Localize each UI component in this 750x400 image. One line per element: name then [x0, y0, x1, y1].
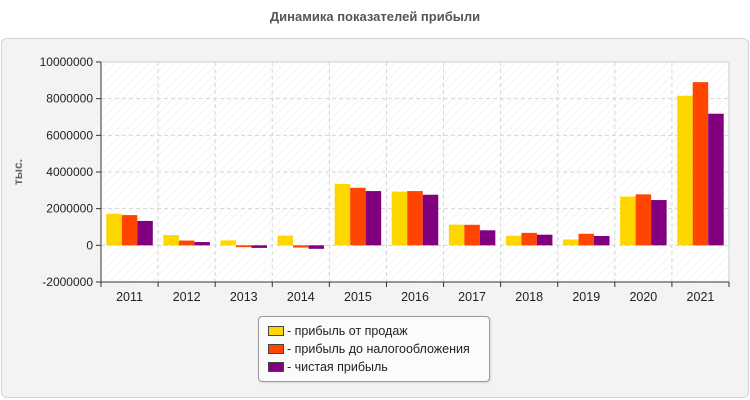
legend-item: - чистая прибыль — [259, 358, 489, 376]
bar-2012-series-3 — [194, 242, 210, 246]
legend-swatch — [268, 362, 284, 372]
legend-swatch — [268, 344, 284, 354]
x-tick-label: 2012 — [173, 290, 201, 304]
y-tick-label: 8000000 — [46, 92, 93, 106]
bar-2011-series-1 — [106, 213, 122, 246]
bar-2016-series-3 — [422, 194, 439, 246]
bar-2019-series-1 — [563, 239, 579, 246]
chart-title: Динамика показателей прибыли — [269, 9, 481, 24]
y-tick-label: 4000000 — [46, 165, 93, 179]
bar-2017-series-3 — [479, 230, 496, 246]
bar-2019-series-3 — [594, 235, 610, 246]
bar-2016-series-1 — [391, 191, 408, 246]
bar-2019-series-2 — [578, 233, 595, 246]
x-tick-label: 2020 — [629, 290, 657, 304]
bar-2015-series-2 — [350, 187, 366, 246]
legend-label: - прибыль до налогообложения — [287, 342, 470, 356]
x-tick-label: 2014 — [287, 290, 315, 304]
bar-2020-series-1 — [620, 196, 636, 246]
axes: -2000000 0 2000000 4000000 6000000 8000000 100… — [40, 55, 730, 304]
bar-2021-series-1 — [677, 95, 693, 246]
x-tick-label: 2018 — [515, 290, 543, 304]
legend-label: - чистая прибыль — [287, 360, 388, 374]
bar-2013-series-1 — [220, 240, 236, 246]
bar-2014-series-1 — [277, 235, 294, 246]
bar-2017-series-1 — [448, 224, 465, 246]
y-tick-label: 10000000 — [40, 55, 94, 69]
x-tick-label: 2011 — [116, 290, 143, 304]
x-tick-label: 2021 — [687, 290, 715, 304]
bar-2021-series-3 — [708, 113, 724, 246]
bar-2011-series-2 — [121, 215, 138, 246]
bar-2014-series-3 — [308, 245, 325, 249]
bar-2012-series-1 — [163, 235, 179, 246]
legend-item: - прибыль до налогообложения — [259, 340, 489, 358]
bar-2017-series-2 — [464, 224, 480, 246]
legend-label: - прибыль от продаж — [287, 324, 408, 338]
x-tick-label: 2013 — [230, 290, 258, 304]
bars — [106, 82, 724, 249]
bar-2020-series-3 — [651, 200, 667, 246]
y-tick-label: 2000000 — [46, 202, 93, 216]
legend-swatch — [268, 326, 284, 336]
bar-2018-series-2 — [521, 232, 537, 246]
x-tick-label: 2019 — [572, 290, 600, 304]
y-tick-label: 0 — [86, 238, 93, 252]
legend: - прибыль от продаж - прибыль до налогооб… — [258, 316, 490, 382]
bar-2011-series-3 — [137, 220, 153, 246]
grid-lines — [101, 62, 729, 282]
y-tick-label: -2000000 — [42, 275, 93, 289]
y-axis-label: тыс. — [11, 159, 25, 185]
x-tick-label: 2017 — [458, 290, 486, 304]
y-tick-label: 6000000 — [46, 128, 93, 142]
bar-2020-series-2 — [635, 194, 652, 246]
bar-2018-series-1 — [505, 235, 522, 246]
bar-2014-series-2 — [293, 245, 309, 248]
x-tick-label: 2016 — [401, 290, 429, 304]
bar-2012-series-2 — [178, 240, 195, 246]
bar-2018-series-3 — [536, 234, 553, 246]
bar-2016-series-2 — [407, 191, 423, 246]
bar-2015-series-1 — [334, 183, 351, 246]
bar-2015-series-3 — [365, 191, 382, 246]
bar-2013-series-3 — [251, 245, 267, 248]
legend-item: - прибыль от продаж — [259, 322, 489, 340]
bar-2021-series-2 — [692, 82, 709, 246]
x-tick-label: 2015 — [344, 290, 372, 304]
bar-2013-series-2 — [235, 245, 252, 248]
